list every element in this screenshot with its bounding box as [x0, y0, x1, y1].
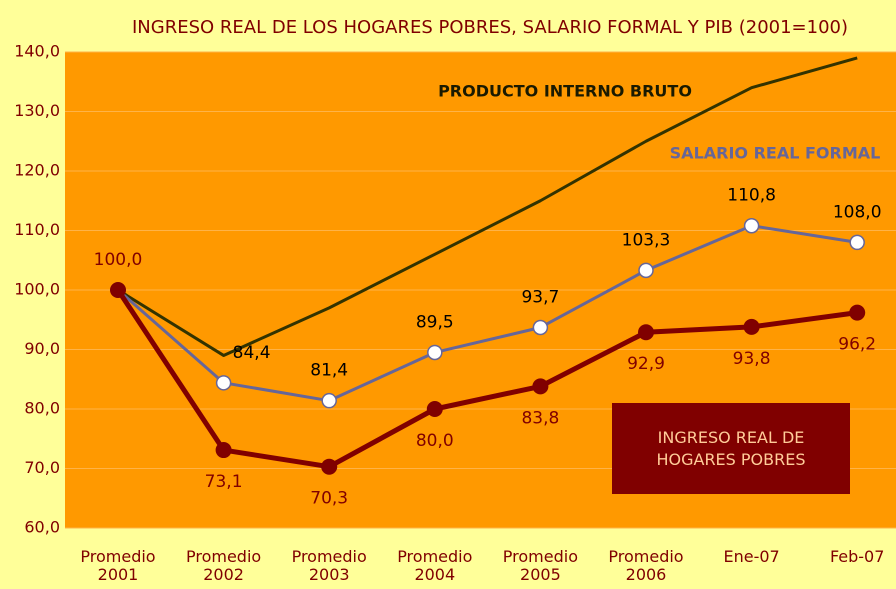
- series-label: PRODUCTO INTERNO BRUTO: [438, 82, 692, 101]
- x-tick-label: Promedio 2005: [502, 547, 578, 584]
- y-tick-label: 60,0: [24, 518, 60, 537]
- y-tick-label: 80,0: [24, 399, 60, 418]
- marker: [849, 304, 866, 321]
- data-label: 73,1: [205, 472, 243, 492]
- y-tick-label: 70,0: [24, 458, 60, 477]
- data-label: 92,9: [627, 354, 665, 374]
- marker: [215, 375, 232, 391]
- data-label: 100,0: [94, 250, 143, 270]
- y-tick-label: 90,0: [24, 339, 60, 358]
- marker: [849, 234, 865, 251]
- data-label: 89,5: [416, 312, 454, 332]
- series-line: [117, 224, 858, 403]
- data-label: 96,2: [838, 335, 876, 355]
- data-label: 93,7: [521, 287, 559, 307]
- marker: [110, 282, 126, 298]
- marker: [215, 442, 232, 459]
- y-tick-label: 140,0: [14, 42, 60, 61]
- series-label: INGRESO REAL DE HOGARES POBRES: [656, 427, 806, 469]
- x-tick-label: Ene-07: [723, 547, 780, 566]
- data-label: 70,3: [310, 489, 348, 509]
- x-tick-label: Promedio 2004: [397, 547, 473, 584]
- y-tick-label: 130,0: [14, 101, 60, 120]
- series-line: [117, 56, 858, 357]
- marker: [321, 458, 338, 475]
- x-tick-label: Promedio 2001: [80, 547, 156, 584]
- x-tick-label: Promedio 2006: [608, 547, 684, 584]
- marker: [638, 262, 654, 279]
- x-tick-label: Promedio 2002: [185, 547, 262, 584]
- series-label-box: INGRESO REAL DE HOGARES POBRES: [612, 403, 850, 494]
- x-tick-label: Promedio 2003: [291, 547, 367, 584]
- x-tick-label: Feb-07: [829, 547, 885, 566]
- data-label: 81,4: [310, 361, 348, 381]
- marker: [743, 217, 760, 234]
- chart-title: INGRESO REAL DE LOS HOGARES POBRES, SALA…: [132, 17, 848, 38]
- data-label: 84,4: [233, 343, 271, 363]
- data-label: 108,0: [833, 202, 882, 222]
- data-label: 93,8: [733, 349, 771, 369]
- marker: [321, 392, 337, 409]
- data-label: 103,3: [622, 230, 671, 250]
- y-tick-label: 120,0: [14, 161, 60, 180]
- series-label: SALARIO REAL FORMAL: [670, 144, 881, 163]
- marker: [743, 318, 760, 335]
- marker: [532, 378, 549, 395]
- marker: [532, 319, 549, 336]
- y-tick-label: 110,0: [14, 220, 60, 239]
- data-label: 110,8: [727, 186, 776, 206]
- marker: [638, 324, 654, 341]
- data-label: 83,8: [521, 408, 559, 428]
- marker: [427, 344, 443, 361]
- y-tick-label: 100,0: [14, 280, 60, 299]
- series-line: [115, 288, 858, 470]
- marker: [426, 401, 443, 417]
- data-label: 80,0: [416, 431, 454, 451]
